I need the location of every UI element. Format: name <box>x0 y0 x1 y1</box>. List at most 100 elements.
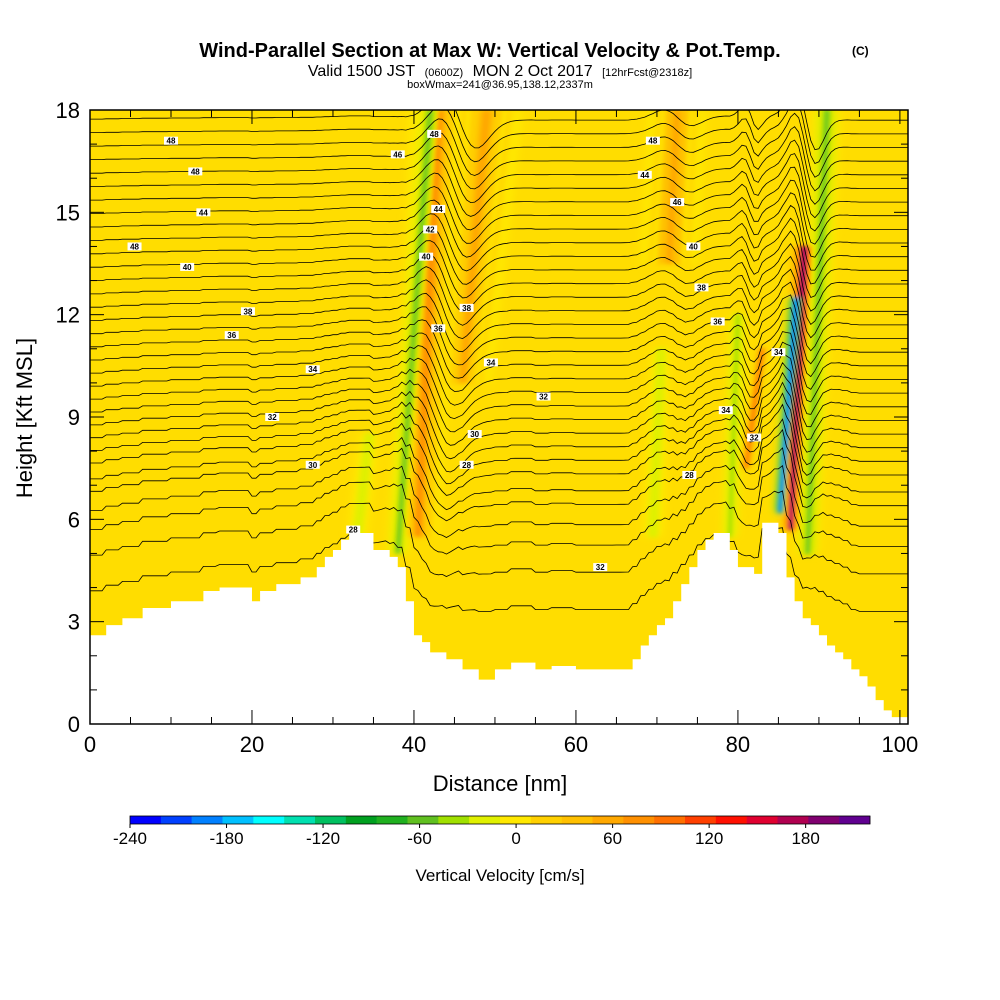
isentrope-label-bg <box>459 460 474 469</box>
downdraft-band <box>806 110 829 554</box>
isentrope-label-bg <box>305 460 320 469</box>
isentrope-label: 32 <box>268 413 277 422</box>
colorbar-swatch <box>438 816 470 824</box>
colorbar-swatch <box>130 816 162 824</box>
isentrope-labels: 28 28 28 30 30 32 32 32 32 34 34 34 34 36 36 36 38 38 38 40… <box>127 129 786 572</box>
isentrope-label: 34 <box>774 348 783 357</box>
isentrope-label-bg <box>346 525 361 534</box>
isentrope-label-bg <box>390 150 405 159</box>
y-tick-label: 12 <box>56 303 80 328</box>
isentrope-label: 46 <box>393 150 402 159</box>
isentrope-line <box>90 428 908 522</box>
subtitle-valid: Valid 1500 JST <box>308 63 416 80</box>
isentrope-label-bg <box>305 365 320 374</box>
y-tick-label: 0 <box>68 712 80 737</box>
isentrope-label: 40 <box>422 253 431 262</box>
isentrope-line <box>90 418 908 511</box>
isentrope-label: 44 <box>199 208 208 217</box>
chart-title: Wind-Parallel Section at Max W: Vertical… <box>199 40 868 62</box>
isentrope-label: 48 <box>191 167 200 176</box>
isentrope-line <box>90 110 908 151</box>
isentrope-label: 42 <box>426 225 435 234</box>
isentrope-label-bg <box>427 129 442 138</box>
y-axis-label: Height [Kft MSL] <box>12 338 37 498</box>
isentrope-label-bg <box>694 283 709 292</box>
isentrope-label: 34 <box>721 406 730 415</box>
isentropes <box>90 110 908 612</box>
isentrope-line <box>90 126 908 192</box>
isentrope-label-bg <box>240 307 255 316</box>
isentrope-label-bg <box>196 208 211 217</box>
isentrope-line <box>90 294 908 366</box>
colorbar-tick-label: 180 <box>791 829 819 848</box>
isentrope-label-bg <box>682 470 697 479</box>
isentrope-label-bg <box>188 167 203 176</box>
isentrope-line <box>90 110 908 165</box>
colorbar-label: Vertical Velocity [cm/s] <box>415 866 584 885</box>
colorbar-swatch <box>284 816 316 824</box>
x-tick-label: 40 <box>402 732 426 757</box>
colorbar-swatch <box>160 816 192 824</box>
isentrope-label: 48 <box>130 242 139 251</box>
x-axis: 0 20 40 60 80 100 <box>84 110 918 757</box>
isentrope-line <box>90 153 908 219</box>
isentrope-line <box>90 341 908 420</box>
isentrope-label-bg <box>637 170 652 179</box>
downdraft-band <box>356 434 371 537</box>
colorbar-tick-label: -240 <box>113 829 147 848</box>
isentrope-line <box>90 217 908 285</box>
colorbar-swatch <box>191 816 223 824</box>
isentrope-line <box>90 381 908 473</box>
isentrope-line <box>90 166 908 232</box>
subtitle-date: MON 2 Oct 2017 <box>473 63 593 80</box>
colorbar-swatch <box>746 816 778 824</box>
colorbar-swatch <box>839 816 871 824</box>
isentrope-label-bg <box>645 136 660 145</box>
colorbar-tick-label: 60 <box>603 829 622 848</box>
isentrope-label-bg <box>180 262 195 271</box>
isentrope-label-bg <box>686 242 701 251</box>
isentrope-line <box>90 243 908 313</box>
x-tick-label: 100 <box>882 732 919 757</box>
isentrope-label: 28 <box>685 471 694 480</box>
isentrope-label-bg <box>459 303 474 312</box>
x-axis-label: Distance [nm] <box>433 771 568 796</box>
isentrope-label: 48 <box>648 137 657 146</box>
subtitle-utc: (0600Z) <box>425 67 464 79</box>
isentrope-label: 38 <box>462 304 471 313</box>
y-tick-label: 6 <box>68 507 80 532</box>
colorbar-swatch <box>469 816 501 824</box>
isentrope-label: 36 <box>434 324 443 333</box>
colorbar-swatch <box>685 816 717 824</box>
isentrope-line <box>90 192 908 258</box>
colorbar-swatch <box>500 816 532 824</box>
x-tick-label: 20 <box>240 732 264 757</box>
plot-field: 28 28 28 30 30 32 32 32 32 34 34 34 34 36 36 36 38 38 38 40… <box>90 110 908 724</box>
isentrope-line <box>90 281 908 353</box>
terrain <box>90 522 908 724</box>
copyright-mark: (C) <box>852 44 869 58</box>
isentrope-line <box>90 403 908 496</box>
isentrope-line <box>90 490 908 577</box>
colorbar-tick-label: 120 <box>695 829 723 848</box>
colorbar-swatch <box>376 816 408 824</box>
colorbar-swatch <box>654 816 686 824</box>
colorbar-swatch <box>315 816 347 824</box>
colorbar-swatch <box>715 816 747 824</box>
isentrope-label-bg <box>467 430 482 439</box>
subtitle-forecast: [12hrFcst@2318z] <box>602 67 692 79</box>
downdraft-band <box>779 297 798 513</box>
colorbar-swatch <box>253 816 285 824</box>
isentrope-label-bg <box>483 358 498 367</box>
y-tick-label: 18 <box>56 98 80 123</box>
isentrope-label-bg <box>423 225 438 234</box>
isentrope-line <box>90 464 908 555</box>
isentrope-label: 30 <box>470 430 479 439</box>
x-tick-label: 0 <box>84 732 96 757</box>
isentrope-label: 44 <box>434 205 443 214</box>
isentrope-label-bg <box>747 433 762 442</box>
isentrope-label-bg <box>710 317 725 326</box>
isentrope-label: 46 <box>673 198 682 207</box>
isentrope-label-bg <box>718 406 733 415</box>
